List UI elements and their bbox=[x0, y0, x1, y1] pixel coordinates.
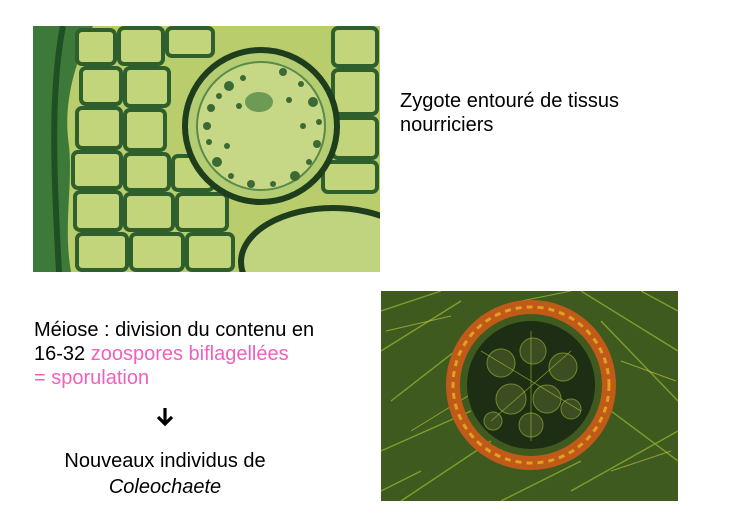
arrow-down-icon bbox=[154, 406, 176, 428]
micrograph-sporulation-icon bbox=[381, 291, 678, 501]
meiosis-caption: Méiose : division du contenu en 16-32 zo… bbox=[34, 318, 379, 390]
meiosis-line1: Méiose : division du contenu en bbox=[34, 319, 315, 341]
meiosis-line3-highlight: = sporulation bbox=[34, 367, 150, 389]
zygote-caption: Zygote entouré de tissus nourriciers bbox=[400, 89, 700, 137]
meiosis-line2-prefix: 16-32 bbox=[34, 343, 91, 365]
result-caption: Nouveaux individus de Coleochaete bbox=[30, 448, 300, 500]
result-line1: Nouveaux individus de bbox=[64, 450, 266, 472]
meiosis-line2-highlight: zoospores biflagellées bbox=[90, 343, 289, 365]
meiosis-line2: 16-32 zoospores biflagellées bbox=[34, 342, 379, 366]
zygote-caption-line1: Zygote entouré de tissus bbox=[400, 90, 620, 112]
result-line2-genus: Coleochaete bbox=[108, 476, 222, 498]
zygote-caption-line2: nourriciers bbox=[400, 114, 494, 136]
micrograph-zygote-icon bbox=[33, 26, 380, 272]
